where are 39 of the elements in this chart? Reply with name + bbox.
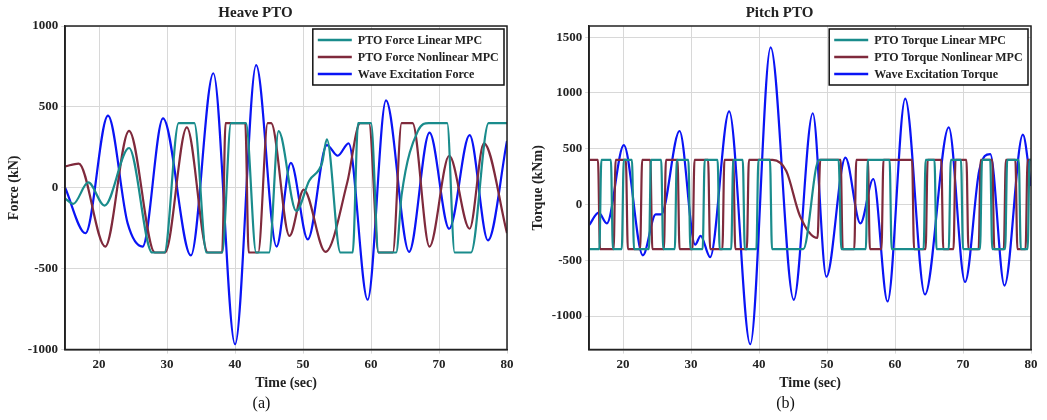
x-tick-label: 30 [684,355,698,371]
y-tick-label: -500 [34,260,59,276]
x-axis-title: Time (sec) [779,375,842,392]
y-tick-label: 1000 [556,84,583,100]
chart-title: Heave PTO [218,3,293,20]
legend-label: Wave Excitation Force [357,67,475,82]
y-tick-label: 1500 [556,28,583,44]
x-tick-label: 20 [616,355,630,371]
x-tick-label: 40 [752,355,766,371]
y-tick-label: 0 [575,195,583,211]
y-axis-title: Force (kN) [6,155,23,221]
y-tick-label: -1000 [551,307,583,323]
legend-label: PTO Force Nonlinear MPC [357,50,499,65]
chart-title: Pitch PTO [745,3,814,20]
x-tick-label: 20 [92,355,106,371]
y-tick-label: 1000 [32,17,59,33]
x-tick-label: 60 [364,355,378,371]
x-tick-label: 30 [160,355,174,371]
x-tick-label: 80 [500,355,514,371]
x-tick-label: 70 [432,355,446,371]
x-tick-label: 60 [888,355,902,371]
y-axis-title: Torque (kNm) [530,144,547,231]
x-tick-label: 70 [956,355,970,371]
y-tick-label: 500 [38,98,59,114]
x-tick-label: 50 [820,355,834,371]
legend-label: Wave Excitation Torque [874,67,999,82]
x-tick-label: 40 [228,355,242,371]
legend-label: PTO Torque Linear MPC [874,33,1006,48]
y-tick-label: -500 [558,251,583,267]
y-tick-label: -1000 [27,340,59,356]
legend-label: PTO Force Linear MPC [357,33,483,48]
legend-label: PTO Torque Nonlinear MPC [874,50,1023,65]
x-axis-title: Time (sec) [255,375,318,392]
text: (b) [775,393,796,414]
x-tick-label: 80 [1024,355,1038,371]
y-tick-label: 0 [51,179,59,195]
x-tick-label: 50 [296,355,310,371]
text: (a) [251,393,272,414]
y-tick-label: 500 [562,140,583,156]
